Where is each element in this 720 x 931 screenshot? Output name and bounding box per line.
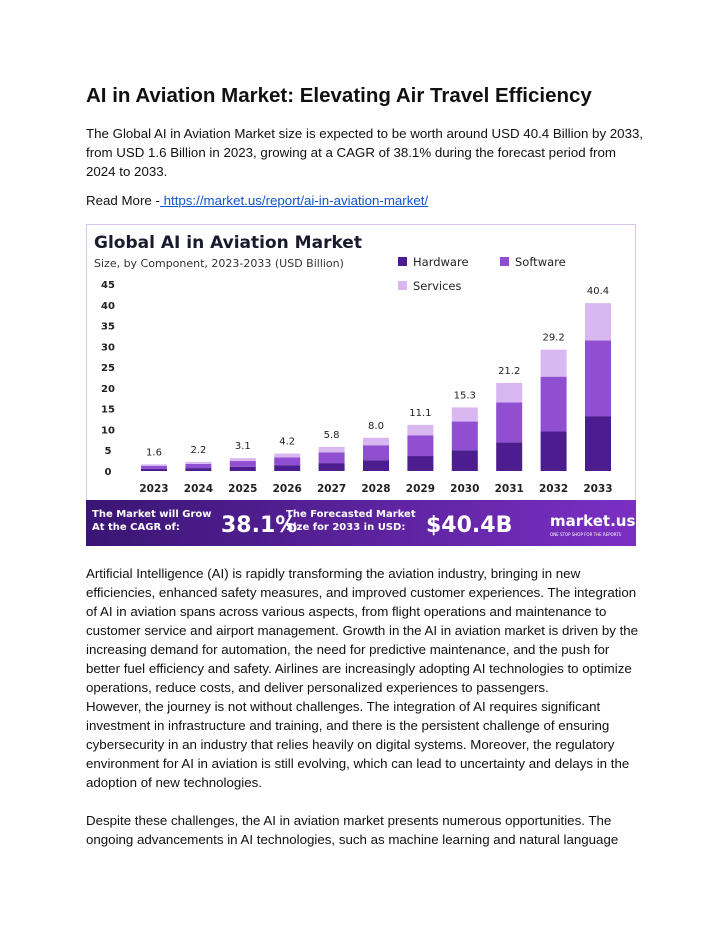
bar-segment: [274, 453, 301, 458]
x-tick-label: 2032: [539, 483, 568, 495]
read-more: Read More - https://market.us/report/ai-…: [86, 191, 646, 210]
bar-segment: [585, 416, 611, 471]
bar-segment: [141, 466, 167, 469]
legend-swatch: [500, 257, 509, 266]
x-tick-label: 2024: [184, 483, 213, 495]
bar-segment: [585, 303, 611, 341]
x-tick-label: 2026: [273, 483, 302, 495]
paragraph: Artificial Intelligence (AI) is rapidly …: [86, 566, 639, 695]
y-tick-label: 40: [101, 301, 115, 312]
bar-segment: [318, 452, 345, 464]
banner: [86, 500, 636, 546]
bar-segment: [229, 466, 256, 471]
bar-segment: [363, 437, 389, 446]
bar-segment: [274, 465, 301, 471]
bar-segment: [185, 468, 212, 471]
bar-segment: [540, 376, 567, 432]
total-label: 2.2: [190, 445, 206, 456]
bar-segment: [274, 457, 301, 466]
read-more-label: Read More -: [86, 193, 160, 208]
bar-segment: [363, 460, 389, 471]
bar-segment: [141, 464, 167, 467]
total-label: 21.2: [498, 366, 520, 377]
x-tick-label: 2033: [583, 483, 612, 495]
chart-title: Global AI in Aviation Market: [94, 233, 362, 253]
link[interactable]: https://market.us/report/ai-in-aviation-…: [160, 193, 429, 208]
tagline: ONE STOP SHOP FOR THE REPORTS: [550, 532, 622, 537]
bar-segment: [363, 445, 389, 461]
banner-forecast-text: The Forecasted Market Size for 2033 in US…: [286, 509, 416, 533]
total-label: 11.1: [409, 408, 431, 419]
bar-segment: [185, 461, 212, 464]
paragraph: Despite these challenges, the AI in avia…: [86, 813, 619, 847]
bar-segment: [318, 446, 345, 453]
banner-forecast: $40.4B: [426, 513, 512, 538]
x-tick-label: 2027: [317, 483, 346, 495]
chart-subtitle: Size, by Component, 2023-2033 (USD Billi…: [94, 257, 344, 270]
legend-swatch: [398, 257, 407, 266]
bar-segment: [540, 349, 567, 377]
total-label: 40.4: [587, 286, 609, 297]
total-label: 15.3: [454, 390, 476, 401]
x-tick-label: 2029: [406, 483, 435, 495]
intro: The Global AI in Aviation Market size is…: [86, 126, 644, 179]
banner-cagr: 38.1%: [221, 513, 297, 538]
legend-label: Software: [515, 255, 566, 269]
legend-swatch: [398, 281, 407, 290]
y-tick-label: 15: [101, 405, 115, 416]
bar-segment: [496, 382, 523, 403]
legend-label: Hardware: [413, 255, 469, 269]
total-label: 5.8: [324, 430, 340, 441]
y-tick-label: 35: [101, 322, 115, 333]
x-tick-label: 2023: [139, 483, 168, 495]
y-tick-label: 20: [101, 384, 115, 395]
total-label: 29.2: [542, 333, 564, 344]
x-tick-label: 2031: [495, 483, 524, 495]
y-tick-label: 25: [101, 363, 115, 374]
title: AI in Aviation Market: Elevating Air Tra…: [86, 84, 592, 107]
bar-segment: [185, 463, 212, 469]
y-tick-label: 30: [101, 342, 115, 353]
bar-segment: [496, 402, 523, 443]
x-tick-label: 2030: [450, 483, 479, 495]
bar-segment: [451, 407, 478, 422]
bar-segment: [451, 421, 478, 451]
banner-cagr-text: The Market will Grow At the CAGR of:: [92, 509, 212, 533]
bar-segment: [540, 431, 567, 471]
bar-segment: [318, 463, 345, 471]
bar-segment: [407, 435, 434, 457]
bar-segment: [229, 461, 256, 467]
paragraph: However, the journey is not without chal…: [86, 699, 630, 790]
total-label: 3.1: [235, 441, 251, 452]
chart: Global AI in Aviation Market Size, by Co…: [86, 224, 636, 546]
bar-segment: [407, 456, 434, 471]
x-tick-label: 2028: [361, 483, 390, 495]
bar-segment: [407, 424, 434, 436]
y-tick-label: 10: [101, 425, 115, 436]
y-tick-label: 45: [101, 280, 115, 291]
total-label: 4.2: [279, 437, 295, 448]
bar-segment: [496, 442, 523, 471]
legend-label: Services: [413, 279, 462, 293]
y-tick-label: 0: [105, 467, 112, 478]
bar-segment: [451, 450, 478, 471]
total-label: 1.6: [146, 447, 162, 458]
link-url[interactable]: https://market.us/report/ai-in-aviation-…: [163, 193, 429, 208]
x-tick-label: 2025: [228, 483, 257, 495]
bar-segment: [141, 468, 167, 471]
bar-segment: [229, 458, 256, 462]
total-label: 8.0: [368, 421, 384, 432]
bar-segment: [585, 340, 611, 417]
brand: market.us: [550, 512, 635, 530]
y-tick-label: 5: [105, 446, 112, 457]
